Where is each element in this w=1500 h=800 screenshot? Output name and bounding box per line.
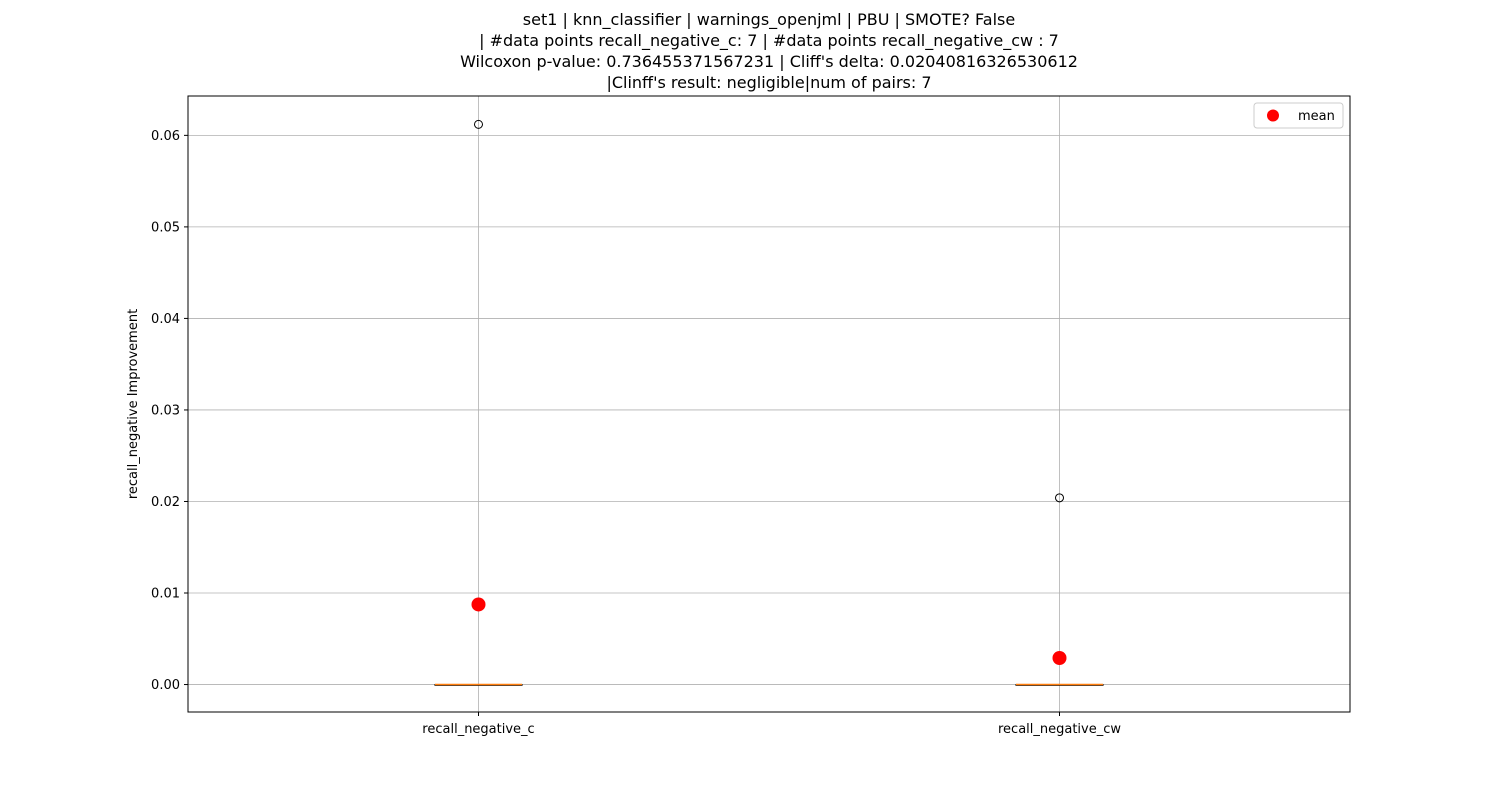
y-tick-label: 0.05	[151, 220, 180, 235]
box-layer	[434, 119, 1104, 686]
y-tick-label: 0.00	[151, 678, 180, 693]
chart-title-line-2: | #data points recall_negative_c: 7 | #d…	[479, 31, 1059, 51]
tick-layer: 0.00 0.01 0.02 0.03 0.04 0.05 0.06 recall_negat…	[151, 129, 1121, 737]
legend-mean-label: mean	[1298, 109, 1335, 124]
y-tick-label: 0.04	[151, 312, 180, 327]
y-tick-label: 0.03	[151, 403, 180, 418]
box-recall_negative_c	[434, 119, 523, 686]
chart-title-line-4: |Clinff's result: negligible|num of pair…	[606, 73, 931, 92]
outlier-point	[474, 119, 483, 129]
x-tick-label: recall_negative_c	[422, 722, 534, 737]
legend: mean	[1253, 102, 1344, 129]
plot-frame	[187, 95, 1351, 713]
legend-frame	[1253, 102, 1344, 129]
y-axis-label: recall_negative Improvement	[126, 309, 141, 499]
outlier-point	[1055, 493, 1064, 503]
chart-title: set1 | knn_classifier | warnings_openjml…	[460, 10, 1078, 92]
mean-point	[1052, 650, 1067, 665]
mean-point	[471, 597, 486, 612]
box-recall_negative_cw	[1015, 493, 1104, 686]
x-tick-label: recall_negative_cw	[998, 722, 1121, 737]
y-tick-label: 0.01	[151, 587, 180, 602]
legend-mean-marker	[1267, 109, 1279, 122]
chart-title-line-1: set1 | knn_classifier | warnings_openjml…	[523, 10, 1015, 30]
y-tick-label: 0.02	[151, 495, 180, 510]
y-tick-label: 0.06	[151, 129, 180, 144]
chart-title-line-3: Wilcoxon p-value: 0.736455371567231 | Cl…	[460, 52, 1078, 71]
